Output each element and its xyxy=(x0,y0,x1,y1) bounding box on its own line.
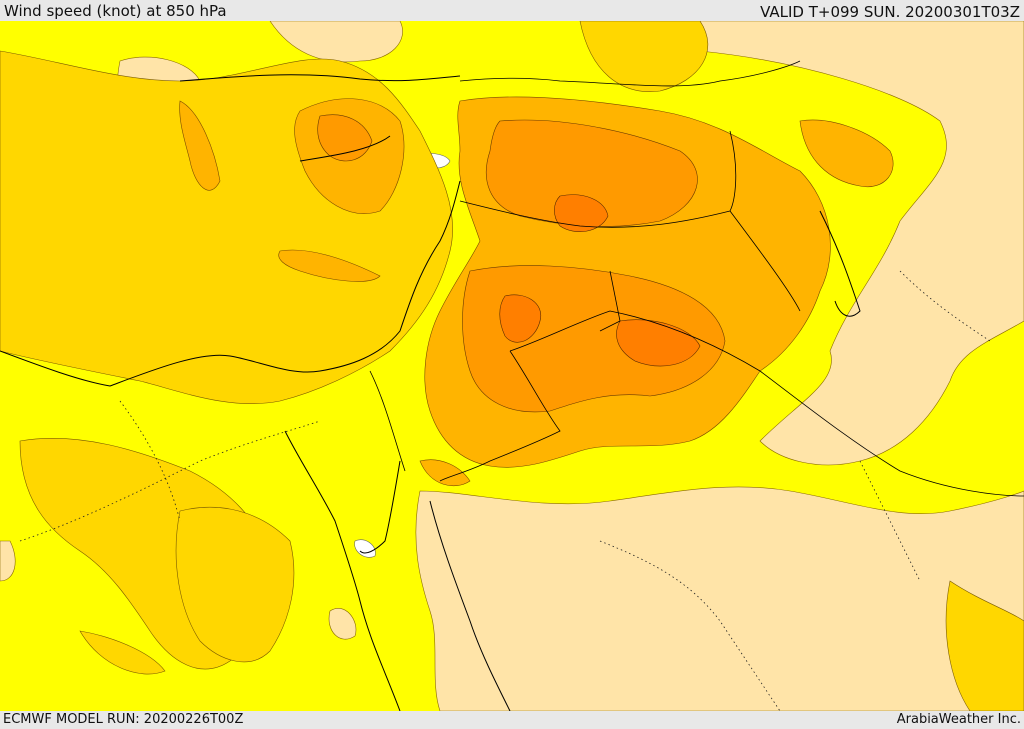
admin-lines xyxy=(19,270,991,711)
footer-bar: ECMWF MODEL RUN: 20200226T00Z ArabiaWeat… xyxy=(0,711,1024,729)
map-title: Wind speed (knot) at 850 hPa xyxy=(4,2,227,20)
credit: ArabiaWeather Inc. xyxy=(896,712,1021,727)
country-borders xyxy=(369,60,1024,497)
light-wind-zones xyxy=(0,21,1024,711)
coastlines xyxy=(0,74,861,711)
wind-speed-map xyxy=(0,21,1024,711)
valid-time: VALID T+099 SUN. 20200301T03Z xyxy=(760,3,1020,21)
model-run: ECMWF MODEL RUN: 20200226T00Z xyxy=(3,712,244,727)
title-bar: Wind speed (knot) at 850 hPa VALID T+099… xyxy=(0,0,1024,21)
map-canvas xyxy=(0,21,1024,711)
